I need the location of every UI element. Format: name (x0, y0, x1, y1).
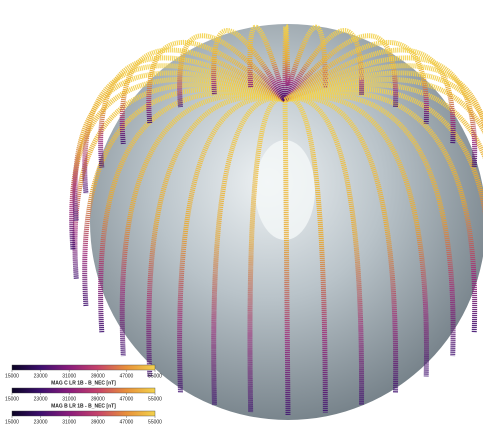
colorbar-tick-label: 23000 (34, 373, 48, 379)
colorbar-tick-label: 55000 (148, 396, 162, 402)
colorbar-label: MAG C LR 1B - B_NEC [nT] (51, 380, 116, 386)
colorbar-tick-label: 55000 (148, 419, 162, 425)
colorbar-tick-label: 39000 (91, 373, 105, 379)
colorbar (12, 365, 155, 370)
colorbars: 15000 23000 31000 39000 47000 55000 MAG C LR 1… (5, 365, 162, 425)
colorbar-tick-label: 47000 (119, 396, 133, 402)
colorbar-tick-label: 31000 (62, 396, 76, 402)
colorbar-tick-label: 39000 (91, 396, 105, 402)
colorbar-tick-label: 39000 (91, 419, 105, 425)
colorbar-tick-label: 15000 (5, 373, 19, 379)
colorbar-tick-label: 31000 (62, 419, 76, 425)
colorbar-tick-label: 23000 (34, 419, 48, 425)
colorbar-label: MAG B LR 1B - B_NEC [nT] (51, 403, 116, 409)
colorbar-tick-label: 55000 (148, 373, 162, 379)
colorbar (12, 388, 155, 393)
colorbar-tick-label: 31000 (62, 373, 76, 379)
colorbar-tick-label: 47000 (119, 419, 133, 425)
visualization: 15000 23000 31000 39000 47000 55000 MAG C LR 1… (0, 0, 483, 431)
colorbar (12, 411, 155, 416)
colorbar-tick-label: 23000 (34, 396, 48, 402)
colorbar-tick-label: 15000 (5, 396, 19, 402)
colorbar-tick-label: 15000 (5, 419, 19, 425)
colorbar-tick-label: 47000 (119, 373, 133, 379)
